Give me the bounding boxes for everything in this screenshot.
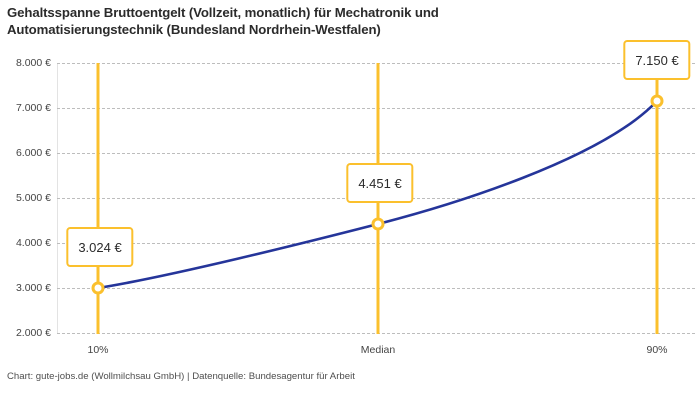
gridline-3000 <box>57 288 695 289</box>
value-callout-10-percent: 3.024 € <box>66 227 134 267</box>
chart-title-line-1: Gehaltsspanne Bruttoentgelt (Vollzeit, m… <box>7 5 439 20</box>
gridline-8000 <box>57 63 695 64</box>
x-tick-label-10-percent: 10% <box>87 344 109 356</box>
x-tick-label-median: Median <box>360 344 396 356</box>
data-point-marker-90-percent[interactable] <box>650 94 664 108</box>
gridline-7000 <box>57 108 695 109</box>
stem-90-percent <box>655 63 659 334</box>
gridline-4000 <box>57 243 695 244</box>
data-point-marker-median[interactable] <box>371 217 385 231</box>
x-tick-label-90-percent: 90% <box>646 344 668 356</box>
data-point-marker-10-percent[interactable] <box>91 281 105 295</box>
gridline-6000 <box>57 153 695 154</box>
chart-source-note: Chart: gute-jobs.de (Wollmilchsau GmbH) … <box>7 371 355 382</box>
chart-title-line-2: Automatisierungstechnik (Bundesland Nord… <box>7 22 381 37</box>
gridline-2000 <box>57 333 695 334</box>
value-callout-median: 4.451 € <box>346 163 414 203</box>
stem-10-percent <box>96 63 100 334</box>
page-title: Gehaltsspanne Bruttoentgelt (Vollzeit, m… <box>7 4 627 38</box>
value-callout-90-percent: 7.150 € <box>623 40 691 80</box>
